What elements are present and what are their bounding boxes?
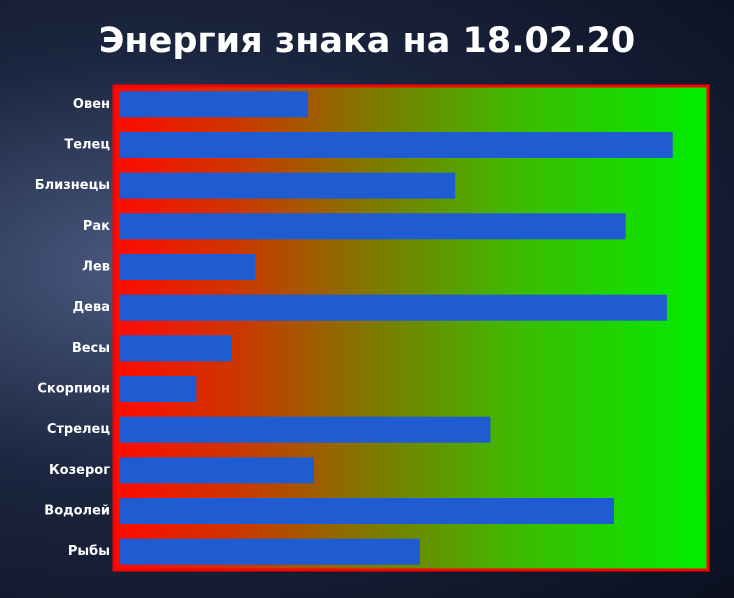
bar [120,335,232,362]
bar [120,538,420,565]
bar [120,294,667,321]
y-tick-label: Весы [72,341,110,356]
y-tick-label: Телец [64,138,110,153]
y-tick-label: Водолей [44,504,110,519]
bar [120,172,456,199]
bar [120,416,491,443]
bar [120,376,197,402]
bar [120,498,614,524]
y-tick-label: Рак [83,219,110,234]
y-tick-label: Рыбы [68,544,110,559]
y-tick-label: Овен [73,97,110,112]
bar [120,132,673,158]
y-tick-label: Дева [73,300,110,315]
bar [120,457,315,484]
chart-title: Энергия знака на 18.02.20 [99,21,636,61]
bar [120,91,309,118]
y-tick-label: Близнецы [35,178,110,193]
y-tick-label: Козерог [49,463,110,478]
bar [120,213,626,240]
y-tick-label: Лев [82,260,110,275]
y-tick-label: Стрелец [47,422,111,437]
plot-area [112,84,710,572]
bar [120,254,256,280]
y-tick-label: Скорпион [37,382,110,397]
